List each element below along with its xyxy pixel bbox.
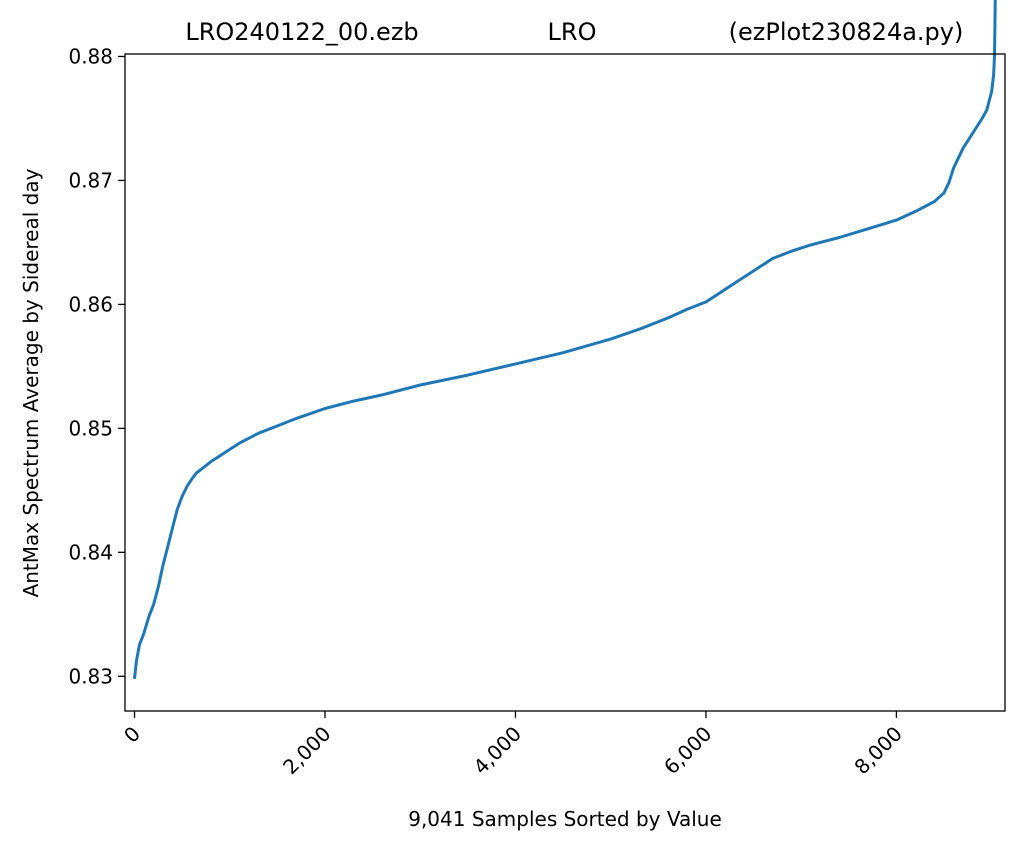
y-axis-ticks: 0.83 0.84 0.85 0.86 0.87 0.88 bbox=[68, 44, 125, 688]
chart-title-site: LRO bbox=[548, 18, 597, 46]
x-tick-label: 4,000 bbox=[469, 722, 526, 779]
y-tick-label: 0.83 bbox=[68, 664, 113, 688]
y-tick-label: 0.87 bbox=[68, 168, 113, 192]
data-line-layer bbox=[133, 0, 997, 679]
y-tick-label: 0.88 bbox=[68, 44, 113, 68]
series-line bbox=[133, 0, 997, 679]
chart-title: LRO240122_00.ezb LRO (ezPlot230824a.py) bbox=[185, 18, 963, 46]
x-tick-label: 6,000 bbox=[659, 722, 716, 779]
x-axis-label: 9,041 Samples Sorted by Value bbox=[408, 807, 722, 831]
chart-title-script: (ezPlot230824a.py) bbox=[729, 18, 964, 46]
chart-title-filename: LRO240122_00.ezb bbox=[185, 18, 418, 46]
y-axis-label: AntMax Spectrum Average by Sidereal day bbox=[19, 168, 43, 597]
x-tick-label: 2,000 bbox=[278, 722, 335, 779]
x-axis-ticks: 0 2,000 4,000 6,000 8,000 bbox=[119, 711, 907, 779]
y-tick-label: 0.85 bbox=[68, 416, 113, 440]
plot-frame bbox=[124, 53, 1006, 712]
y-tick-label: 0.84 bbox=[68, 540, 113, 564]
plot-area: 0 2,000 4,000 6,000 8,000 0.830.840.850.860.… bbox=[68, 0, 1006, 779]
x-tick-label: 8,000 bbox=[850, 722, 907, 779]
x-tick-label: 0 bbox=[119, 722, 145, 748]
y-tick-label: 0.86 bbox=[68, 292, 113, 316]
